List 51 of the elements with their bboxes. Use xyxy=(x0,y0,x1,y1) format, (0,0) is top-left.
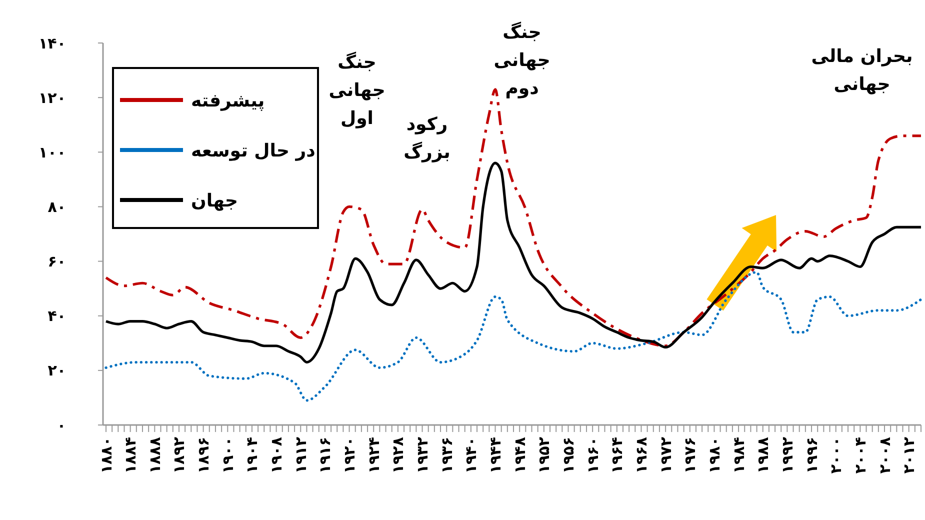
x-tick-label: ۲۰۱۲ xyxy=(900,437,918,474)
x-tick-label: ۲۰۰۰ xyxy=(827,437,846,474)
x-tick-label: ۱۹۲۰ xyxy=(340,437,359,474)
legend-label: پیشرفته xyxy=(191,90,265,112)
x-tick-label: ۱۹۱۶ xyxy=(316,437,334,474)
y-tick-label: ۱۲۰ xyxy=(38,88,66,107)
x-tick-label: ۲۰۰۸ xyxy=(876,437,894,474)
line-series xyxy=(104,162,922,364)
y-tick-label: ۲۰ xyxy=(48,362,66,380)
x-tick-label: ۱۹۵۲ xyxy=(535,437,554,474)
x-tick-label: ۱۸۸۸ xyxy=(146,437,164,474)
y-tick-label: ۱۰۰ xyxy=(38,143,66,162)
annotation: جنگ جهانی دوم xyxy=(494,21,550,99)
x-tick-label: ۱۹۳۶ xyxy=(438,437,456,474)
x-tick-label: ۱۹۰۸ xyxy=(268,437,286,474)
x-tick-label: ۱۹۰۰ xyxy=(218,437,237,474)
x-tick-label: ۱۹۰۴ xyxy=(243,437,262,474)
x-tick-label: ۱۸۸۴ xyxy=(122,437,140,474)
x-tick-label: ۱۸۸۰ xyxy=(97,437,116,474)
legend-label: در حال توسعه xyxy=(191,140,316,162)
y-tick-label: ۶۰ xyxy=(48,252,66,271)
y-tick-label: ۸۰ xyxy=(48,198,66,216)
x-tick-label: ۱۸۹۲ xyxy=(170,437,188,474)
legend-label: جهان xyxy=(191,190,238,212)
y-tick-label: ۱۴۰ xyxy=(38,34,66,52)
annotation: بحران مالی جهانی xyxy=(811,46,913,95)
x-tick-label: ۱۹۲۴ xyxy=(364,437,383,474)
annotation: جنگ جهانی اول xyxy=(328,51,386,129)
x-tick-label: ۱۹۹۲ xyxy=(778,437,796,474)
x-tick-label: ۱۹۸۴ xyxy=(730,437,748,474)
y-tick-label: ۴۰ xyxy=(48,307,66,326)
x-tick-label: ۱۹۵۶ xyxy=(559,437,578,474)
y-tick-label: ۰ xyxy=(56,416,66,434)
x-tick-label: ۱۹۲۸ xyxy=(389,437,408,474)
x-tick-label: ۱۹۷۶ xyxy=(681,437,700,474)
line-series xyxy=(104,270,922,402)
x-tick-label: ۱۸۹۶ xyxy=(194,437,213,474)
x-tick-label: ۱۹۶۴ xyxy=(608,437,626,474)
x-tick-label: ۱۹۴۸ xyxy=(510,437,529,474)
x-tick-label: ۱۹۴۴ xyxy=(486,437,505,474)
x-tick-label: ۱۹۸۰ xyxy=(705,437,724,474)
x-tick-label: ۱۹۹۶ xyxy=(802,437,821,474)
x-tick-label: ۱۹۸۸ xyxy=(754,437,772,474)
x-tick-label: ۱۹۶۸ xyxy=(632,437,650,474)
x-tick-label: ۱۹۳۲ xyxy=(414,437,432,474)
x-tick-label: ۱۹۴۰ xyxy=(462,437,480,474)
annotation: رکود بزرگ xyxy=(404,114,450,163)
x-tick-label: ۱۹۶۰ xyxy=(584,437,602,474)
x-tick-label: ۱۹۱۲ xyxy=(292,437,310,474)
x-tick-label: ۲۰۰۴ xyxy=(851,437,870,474)
x-tick-label: ۱۹۷۲ xyxy=(656,437,675,474)
